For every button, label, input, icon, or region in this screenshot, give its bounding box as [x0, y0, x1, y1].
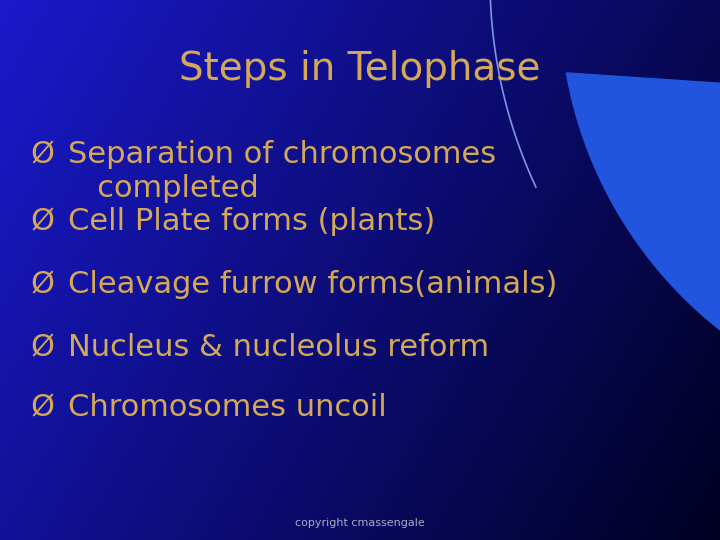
Text: Ø: Ø [30, 207, 54, 236]
Text: Separation of chromosomes
   completed: Separation of chromosomes completed [68, 140, 496, 202]
Polygon shape [567, 73, 720, 414]
Text: Cell Plate forms (plants): Cell Plate forms (plants) [68, 207, 436, 236]
Text: Ø: Ø [30, 393, 54, 422]
Text: Steps in Telophase: Steps in Telophase [179, 50, 541, 88]
Text: Cleavage furrow forms(animals): Cleavage furrow forms(animals) [68, 270, 557, 299]
Text: Ø: Ø [30, 333, 54, 362]
Text: Ø: Ø [30, 270, 54, 299]
Text: Nucleus & nucleolus reform: Nucleus & nucleolus reform [68, 333, 489, 362]
Text: Ø: Ø [30, 140, 54, 169]
Text: copyright cmassengale: copyright cmassengale [295, 518, 425, 528]
Text: Chromosomes uncoil: Chromosomes uncoil [68, 393, 387, 422]
